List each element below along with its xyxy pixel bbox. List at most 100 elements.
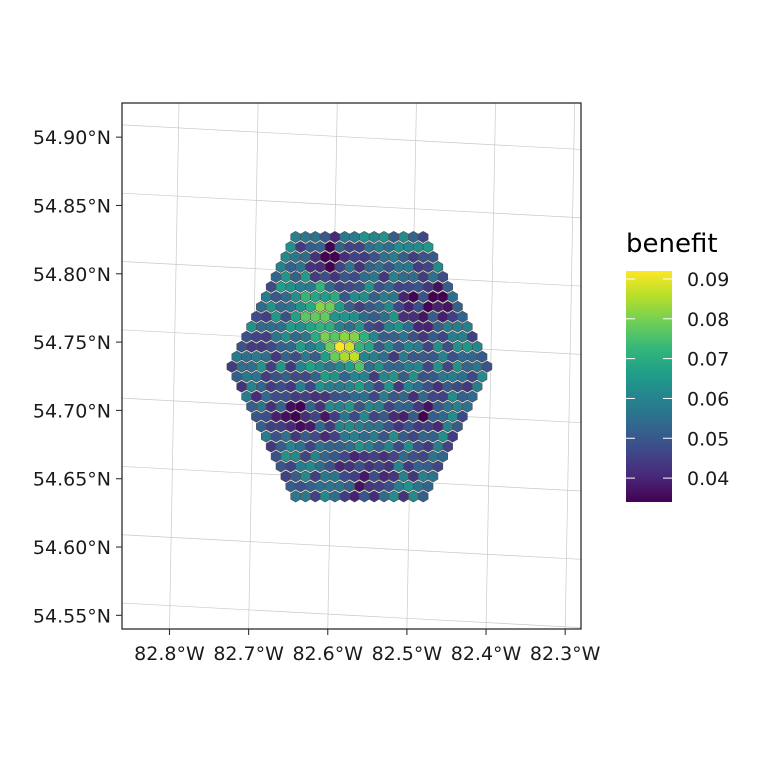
hex-cell [413, 460, 424, 473]
hex-cell [364, 280, 375, 293]
hex-cell [344, 300, 355, 313]
hex-cell [413, 440, 424, 453]
hex-cell [305, 440, 316, 453]
hex-cell [265, 360, 277, 373]
hex-cell [457, 330, 468, 343]
hex-cell [403, 460, 414, 473]
hex-cell [378, 410, 390, 423]
hex-cell [270, 430, 282, 443]
hex-cell [256, 400, 267, 413]
hex-cell [452, 320, 463, 333]
graticule-meridian [564, 103, 576, 629]
hex-cell [300, 250, 311, 263]
hex-cell [260, 310, 272, 323]
hex-cell [324, 380, 336, 393]
hex-cell [334, 280, 345, 293]
hex-cell [471, 360, 483, 373]
hex-cell [408, 310, 419, 323]
hex-cell [275, 380, 287, 393]
hex-cell [275, 360, 287, 373]
hex-cell [417, 450, 429, 463]
hex-cell [368, 430, 380, 443]
hex-cell [403, 240, 414, 254]
hex-cell [383, 340, 395, 353]
y-tick-label: 54.55°N [33, 605, 111, 627]
hex-cell [388, 370, 399, 383]
hex-cell [383, 380, 395, 393]
hex-cell [295, 380, 306, 393]
hex-cell [422, 420, 434, 433]
hex-cell [467, 330, 478, 343]
hex-cell [314, 320, 326, 333]
hex-cell [260, 330, 272, 343]
hex-cell [417, 350, 429, 363]
hex-cell [413, 480, 424, 493]
hex-cell [403, 440, 414, 453]
hex-cell [324, 280, 336, 293]
hex-cell [290, 231, 301, 244]
hex-cell [295, 240, 306, 254]
hex-cell [398, 270, 409, 283]
hex-cell [427, 350, 439, 363]
hex-cell [422, 340, 434, 353]
hex-cell [383, 260, 395, 273]
hex-cell [285, 300, 296, 313]
y-tick-label: 54.90°N [33, 127, 111, 149]
hex-cell [310, 350, 321, 363]
hex-cell [354, 320, 365, 333]
hex-cell [349, 310, 360, 323]
hex-cell [246, 380, 257, 393]
hex-cell [432, 280, 444, 293]
hex-cell [437, 330, 449, 343]
hex-cell [256, 340, 267, 353]
hex-cell [378, 430, 390, 443]
hex-cell [305, 420, 316, 433]
hex-cells [226, 231, 493, 503]
hex-cell [452, 340, 463, 353]
y-tick-label: 54.60°N [33, 537, 111, 559]
hex-cell [368, 490, 380, 503]
hex-cell [300, 370, 311, 383]
hex-cell [354, 240, 365, 254]
hex-cell [364, 360, 375, 373]
hex-cell [417, 270, 429, 283]
hex-cell [476, 370, 488, 383]
hex-cell [393, 480, 404, 493]
hex-cell [295, 340, 306, 353]
hex-cell [359, 330, 370, 343]
hex-cell [329, 490, 341, 503]
hex-cell [457, 410, 468, 423]
hex-cell [447, 370, 458, 383]
hex-cell [354, 480, 365, 493]
hex-cell [305, 380, 316, 393]
hex-cell [329, 310, 341, 323]
hex-cell [422, 460, 434, 473]
hex-cell [359, 231, 370, 244]
hex-cell [462, 320, 473, 333]
hex-cell [275, 320, 287, 333]
y-tick-label: 54.80°N [33, 264, 111, 286]
hex-cell [462, 400, 473, 413]
hex-cell [373, 440, 385, 453]
hex-cell [388, 231, 399, 244]
hex-cell [300, 231, 311, 244]
hex-cell [256, 300, 267, 313]
hex-cell [442, 360, 453, 373]
hex-cell [403, 260, 414, 273]
hex-cell [378, 330, 390, 343]
hex-cell [314, 380, 326, 393]
hex-cell [319, 270, 331, 283]
hex-cell [339, 330, 350, 343]
hex-cell [285, 400, 296, 413]
hex-cell [403, 380, 414, 393]
hex-cell [319, 231, 331, 244]
hex-cell [359, 250, 370, 263]
hex-cell [290, 250, 301, 263]
hex-cell [437, 370, 449, 383]
hex-cell [349, 410, 360, 423]
hex-cell [388, 490, 399, 503]
hex-cell [285, 280, 296, 293]
hex-cell [422, 280, 434, 293]
hex-cell [408, 430, 419, 443]
